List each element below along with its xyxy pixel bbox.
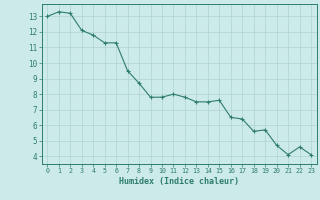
X-axis label: Humidex (Indice chaleur): Humidex (Indice chaleur): [119, 177, 239, 186]
